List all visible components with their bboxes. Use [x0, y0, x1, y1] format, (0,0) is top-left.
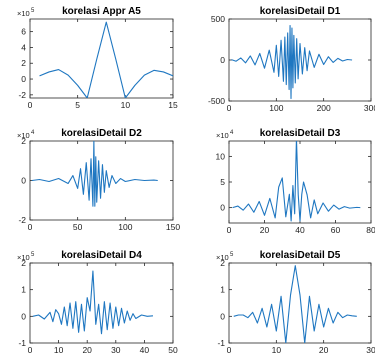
series-line — [231, 25, 353, 100]
y-tick-label: 5 — [220, 177, 225, 187]
x-tick-label: 20 — [260, 225, 270, 235]
x-tick-label: 150 — [166, 222, 180, 232]
x-tick-label: 10 — [272, 345, 282, 355]
x-tick-label: 80 — [366, 225, 375, 235]
x-tick-label: 60 — [331, 225, 341, 235]
y-tick-label: 4 — [21, 42, 26, 52]
x-tick-label: 50 — [73, 222, 83, 232]
y-tick-label: 2 — [21, 58, 26, 68]
axis-exponent: 5 — [31, 8, 35, 14]
y-tick-label: 0 — [220, 55, 225, 65]
axis-multiplier: ×10 — [216, 253, 229, 262]
axis-exponent: 5 — [230, 252, 234, 258]
series-line — [31, 141, 158, 207]
x-tick-label: 20 — [319, 345, 329, 355]
x-tick-label: 0 — [227, 225, 232, 235]
subplot-title: korelasiDetail D5 — [260, 250, 341, 261]
y-tick-label: 0 — [21, 176, 26, 186]
axis-exponent: 4 — [31, 130, 35, 136]
subplot-title: korelasiDetail D1 — [260, 6, 341, 17]
x-tick-label: 0 — [28, 345, 33, 355]
x-tick-label: 100 — [118, 222, 132, 232]
y-tick-label: -1 — [217, 338, 225, 348]
y-tick-label: 0 — [21, 311, 26, 321]
axis-multiplier: ×10 — [17, 9, 30, 18]
axis-exponent: 5 — [31, 252, 35, 258]
y-tick-label: 2 — [220, 258, 225, 268]
x-tick-label: 20 — [82, 345, 92, 355]
x-tick-label: 40 — [295, 225, 305, 235]
y-tick-label: 6 — [21, 27, 26, 37]
x-tick-label: 300 — [364, 103, 375, 113]
x-tick-label: 200 — [317, 103, 331, 113]
subplot-title: korelasiDetail D4 — [61, 250, 142, 261]
x-tick-label: 30 — [366, 345, 375, 355]
x-tick-label: 0 — [28, 222, 33, 232]
y-tick-label: 0 — [220, 203, 225, 213]
x-tick-label: 0 — [28, 100, 33, 110]
y-tick-label: 1 — [21, 285, 26, 295]
subplot-title: korelasiDetail D3 — [260, 128, 341, 139]
subplot-title: korelasi Appr A5 — [62, 6, 141, 17]
x-tick-label: 0 — [227, 103, 232, 113]
x-tick-label: 10 — [121, 100, 131, 110]
y-tick-label: 2 — [21, 258, 26, 268]
plot-area — [29, 18, 174, 99]
series-line — [32, 270, 154, 335]
y-tick-label: 500 — [211, 14, 225, 24]
y-tick-label: 0 — [21, 74, 26, 84]
x-tick-label: 40 — [140, 345, 150, 355]
subplot-4: 0 20 40 60 80 0 5 10 ×10 4 korelasiDetail D3 — [216, 128, 375, 235]
y-tick-label: -2 — [18, 215, 26, 225]
axis-multiplier: ×10 — [216, 131, 229, 140]
x-tick-label: 50 — [168, 345, 178, 355]
y-tick-label: -500 — [208, 96, 225, 106]
y-tick-label: -1 — [18, 338, 26, 348]
x-tick-label: 10 — [54, 345, 64, 355]
series-line — [233, 265, 357, 343]
y-tick-label: 1 — [220, 285, 225, 295]
axis-exponent: 4 — [230, 130, 234, 136]
plot-area — [228, 262, 372, 344]
x-tick-label: 100 — [269, 103, 283, 113]
axis-multiplier: ×10 — [17, 131, 30, 140]
y-tick-label: 10 — [216, 151, 226, 161]
x-tick-label: 30 — [111, 345, 121, 355]
x-tick-label: 0 — [227, 345, 232, 355]
subplot-3: 0 50 100 150-202×10 4 korelasiDetail D2 — [17, 128, 180, 232]
y-tick-label: 0 — [220, 311, 225, 321]
series-line — [39, 21, 173, 98]
axis-multiplier: ×10 — [17, 253, 30, 262]
x-tick-label: 5 — [75, 100, 80, 110]
y-tick-label: 2 — [21, 136, 26, 146]
plot-area — [228, 140, 372, 224]
x-tick-label: 15 — [168, 100, 178, 110]
y-tick-label: -2 — [18, 90, 26, 100]
subplot-title: korelasiDetail D2 — [61, 128, 142, 139]
series-line — [232, 141, 361, 222]
